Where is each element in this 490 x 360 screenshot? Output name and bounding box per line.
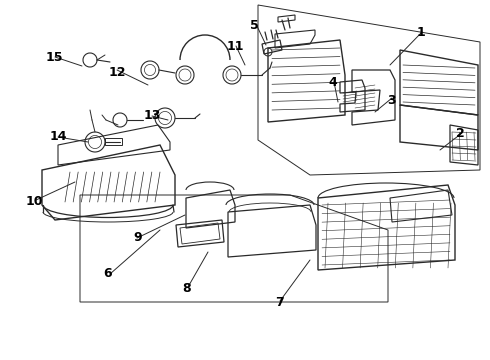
Text: 8: 8 [182, 282, 191, 294]
Text: 10: 10 [25, 195, 43, 208]
Text: 7: 7 [275, 296, 284, 309]
Text: 3: 3 [388, 94, 396, 107]
Text: 6: 6 [103, 267, 112, 280]
Text: 2: 2 [456, 127, 465, 140]
Text: 1: 1 [417, 26, 426, 39]
Text: 15: 15 [45, 51, 63, 64]
Text: 11: 11 [226, 40, 244, 53]
Text: 14: 14 [50, 130, 68, 143]
Text: 13: 13 [143, 109, 161, 122]
Text: 9: 9 [133, 231, 142, 244]
Text: 5: 5 [250, 19, 259, 32]
Text: 12: 12 [109, 66, 126, 78]
Text: 4: 4 [329, 76, 338, 89]
